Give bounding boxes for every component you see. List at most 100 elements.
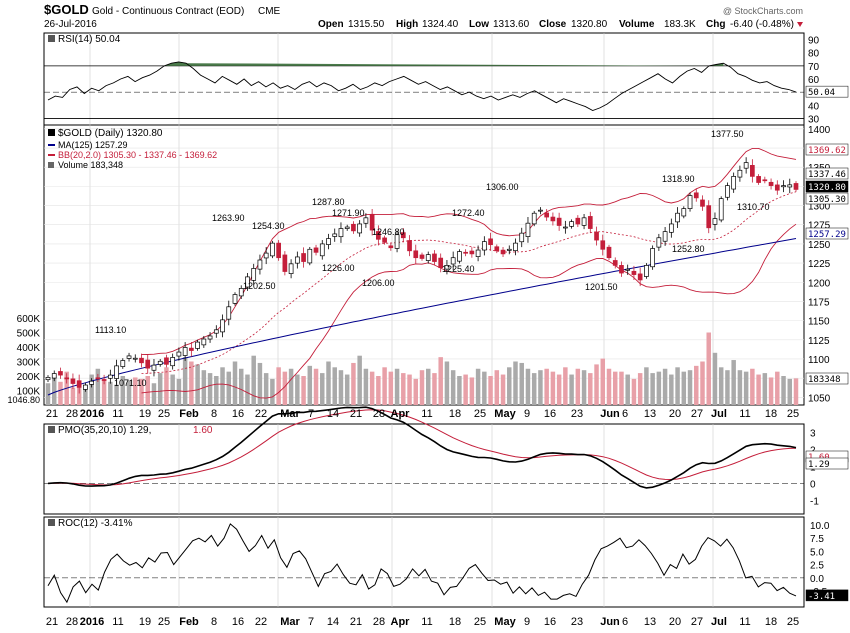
price-annotation-1202.50: 1202.50 xyxy=(243,281,276,291)
candle-body xyxy=(513,242,518,252)
candle-body xyxy=(587,216,593,229)
bb-mid-line xyxy=(141,191,797,374)
candle-body xyxy=(656,237,662,248)
candle-body xyxy=(500,249,506,255)
candle-body xyxy=(550,216,556,222)
x-axis-label: 11 xyxy=(739,616,750,628)
chart-date: 26-Jul-2016 xyxy=(44,19,97,30)
candle-body xyxy=(101,379,107,381)
x-axis-label: 14 xyxy=(327,616,339,628)
price-ytick-1150: 1150 xyxy=(808,317,830,328)
quote-bar: Open 1315.50 High 1324.40 Low 1313.60 Cl… xyxy=(318,19,803,30)
candle-body xyxy=(762,179,768,182)
volume-bar xyxy=(444,361,450,405)
volume-bar xyxy=(669,374,674,405)
price-annotation-1113.10: 1113.10 xyxy=(95,325,126,335)
candle-body xyxy=(407,240,412,252)
price-annotation-1318.90: 1318.90 xyxy=(662,174,695,184)
x-axis-label: 25 xyxy=(158,616,170,628)
candle-body xyxy=(151,364,157,371)
x-axis-label: 28 xyxy=(66,616,78,628)
bb-upper-last-box xyxy=(805,143,849,156)
candle-body xyxy=(245,276,250,288)
candle-body xyxy=(45,377,51,381)
price-ytick-1225: 1225 xyxy=(808,259,831,270)
rsi-ytick-30: 30 xyxy=(808,114,820,125)
x-axis-label: 23 xyxy=(571,408,583,420)
candle-body xyxy=(444,265,450,270)
candle-body xyxy=(581,217,587,226)
volume-bar xyxy=(170,374,175,405)
volume-bar xyxy=(369,371,375,405)
volume-bar xyxy=(712,352,718,405)
price-ytick-1125: 1125 xyxy=(808,336,830,347)
volume-bar xyxy=(245,374,250,405)
volume-bar xyxy=(232,361,238,405)
volume-bar xyxy=(556,374,562,405)
volume-bar xyxy=(706,332,711,405)
x-axis-label: 9 xyxy=(524,408,530,420)
candle-body xyxy=(157,360,163,365)
candle-body xyxy=(737,169,743,178)
roc-legend-icon xyxy=(48,519,55,526)
candle-body xyxy=(195,341,200,349)
candle-body xyxy=(145,359,151,369)
volume-bar xyxy=(45,383,51,405)
volume-bar xyxy=(768,377,774,405)
price-annotation-1263.90: 1263.90 xyxy=(212,213,245,223)
candle-body xyxy=(475,249,481,257)
x-axis-label: 16 xyxy=(544,408,556,420)
candle-body xyxy=(376,231,381,240)
x-axis-label: 8 xyxy=(211,616,217,628)
candle-body xyxy=(725,185,730,198)
x-axis-label: 21 xyxy=(350,408,362,420)
bb-lower-last: 1305.30 xyxy=(808,195,846,205)
price-annotation-1071.10: 1071.10 xyxy=(114,378,147,388)
volume-last: 183348 xyxy=(808,375,841,385)
candle-body xyxy=(419,254,425,259)
candle-body xyxy=(139,357,144,364)
volume-bar xyxy=(432,373,437,405)
candle-body xyxy=(326,238,331,245)
candle-body xyxy=(307,248,313,264)
candle-body xyxy=(51,373,57,379)
volume-bar xyxy=(189,361,194,405)
candle-body xyxy=(693,192,699,199)
price-annotation-1226.00: 1226.00 xyxy=(322,263,355,273)
volume-bar xyxy=(363,368,369,405)
candle-body xyxy=(675,212,680,223)
volume-ytick-600K: 600K xyxy=(17,314,41,325)
candle-body xyxy=(787,184,793,188)
volume-value: 183.3K xyxy=(664,19,696,30)
volume-bar xyxy=(151,383,157,405)
candle-body xyxy=(257,259,263,270)
roc-ytick-0.0: 0.0 xyxy=(810,574,824,585)
volume-bar xyxy=(270,378,275,405)
rsi-overbought-fill xyxy=(164,61,724,66)
rsi-ytick-60: 60 xyxy=(808,75,820,86)
volume-bar xyxy=(332,367,337,405)
pmo-signal-legend: 1.60 xyxy=(193,425,213,436)
x-axis-label: 11 xyxy=(112,408,123,420)
x-axis-label: Apr xyxy=(391,408,411,420)
x-axis-label: 28 xyxy=(373,408,385,420)
candle-body xyxy=(494,246,500,252)
bb-lower-line xyxy=(141,223,797,399)
volume-bar xyxy=(550,371,556,405)
volume-bar xyxy=(743,371,749,405)
x-axis-label: 20 xyxy=(669,616,681,628)
x-axis-label: Mar xyxy=(280,616,300,628)
x-axis-label: Jun xyxy=(600,408,620,420)
close-last: 1320.80 xyxy=(808,183,846,193)
candle-body xyxy=(481,241,487,251)
candle-body xyxy=(756,176,761,183)
candle-body xyxy=(681,208,687,217)
volume-last-box xyxy=(805,372,849,385)
volume-bar xyxy=(600,358,606,405)
x-axis-label: 6 xyxy=(622,408,628,420)
x-axis-label: May xyxy=(494,408,516,420)
volume-label: Volume xyxy=(619,19,655,30)
volume-bar xyxy=(588,373,593,405)
price-ytick-1200: 1200 xyxy=(808,278,831,289)
volume-bar xyxy=(176,378,182,405)
